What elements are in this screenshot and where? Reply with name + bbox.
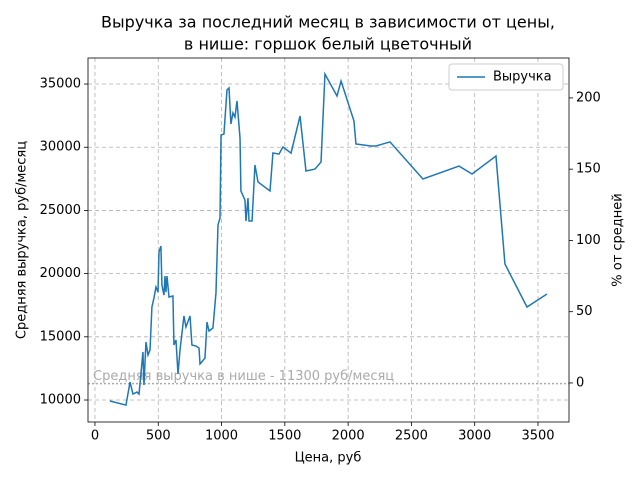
x-tick-label: 500	[146, 429, 171, 444]
y-tick-label: 15000	[40, 329, 81, 344]
chart-title: Выручка за последний месяц в зависимости…	[101, 13, 555, 32]
y2-axis-label: % от средней	[611, 193, 626, 286]
x-tick-label: 3000	[458, 429, 491, 444]
x-tick-label: 1500	[268, 429, 301, 444]
y-tick-label: 25000	[40, 203, 81, 218]
x-axis-label: Цена, руб	[295, 451, 362, 466]
y-tick-label: 20000	[40, 266, 81, 281]
y2-tick-label: 0	[576, 375, 584, 390]
x-tick-label: 1000	[205, 429, 238, 444]
data-line	[109, 71, 548, 406]
x-tick-label: 0	[91, 429, 99, 444]
y2-tick-label: 150	[576, 162, 601, 177]
legend-box	[448, 63, 564, 91]
y2-tick-label: 200	[576, 90, 601, 105]
y2-tick-label: 50	[576, 304, 593, 319]
y2-tick-label: 100	[576, 233, 601, 248]
x-tick-label: 2500	[395, 429, 428, 444]
y-tick-label: 35000	[40, 77, 81, 92]
x-tick-label: 3500	[521, 429, 554, 444]
y-axis-label: Средняя выручка, руб/месяц	[15, 141, 30, 339]
legend-label: Выручка	[493, 70, 552, 85]
y-tick-label: 10000	[40, 393, 81, 408]
plot-frame	[87, 57, 570, 423]
y-tick-label: 30000	[40, 140, 81, 155]
annotation: Средняя выручка в нише - 11300 руб/месяц	[93, 369, 394, 384]
x-tick-label: 2000	[332, 429, 365, 444]
chart-title: в нише: горшок белый цветочный	[184, 35, 472, 54]
